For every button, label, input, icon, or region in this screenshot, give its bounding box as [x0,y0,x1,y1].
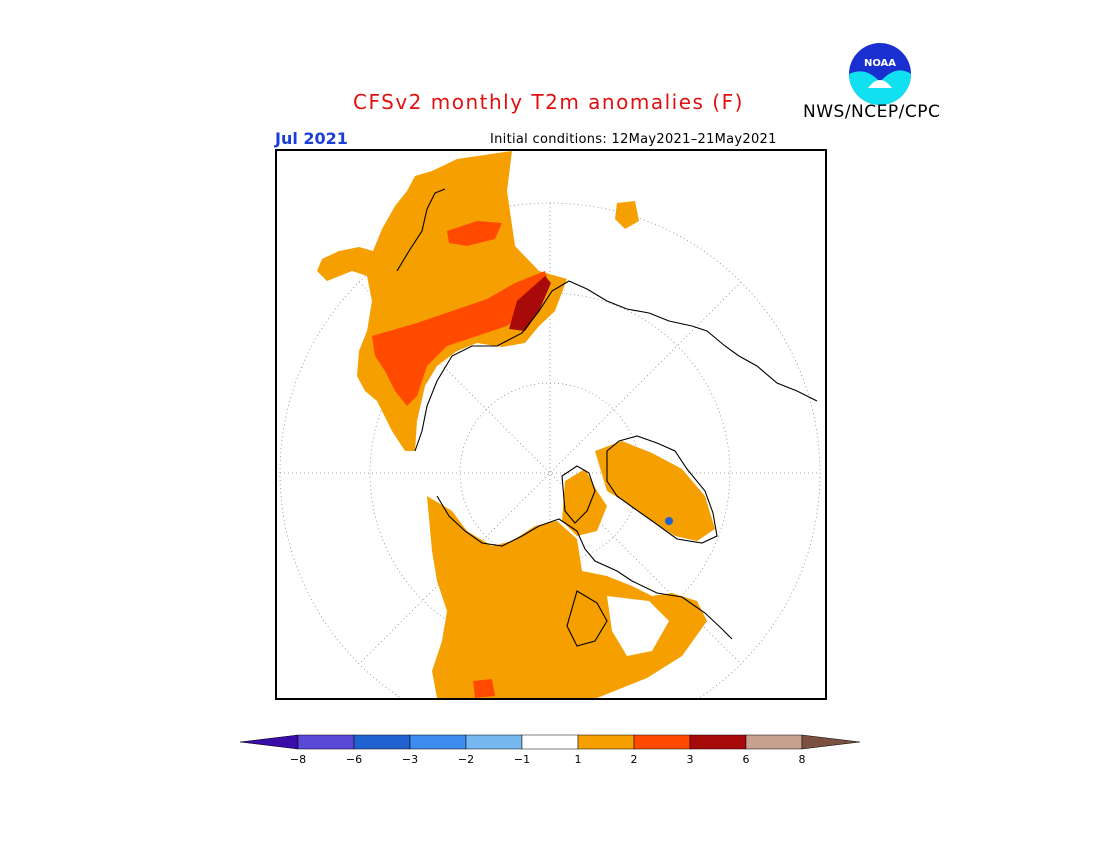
valid-month: Jul 2021 [275,129,348,148]
logo-text: NOAA [864,58,896,69]
colorbar-tick-label: −3 [401,753,419,766]
polar-map [279,151,821,698]
colorbar-tick-label: −2 [457,753,475,766]
colorbar-tick-label: 2 [630,753,638,766]
chart-title: CFSv2 monthly T2m anomalies (F) [353,90,744,114]
colorbar-tick-label: 1 [574,753,582,766]
colorbar-tick-label: −8 [289,753,307,766]
cold-spot-europe [665,517,673,525]
anomaly-canada-strong [473,679,495,698]
anomaly-scandinavia [595,441,715,541]
colorbar-segment [297,734,355,750]
colorbar-tick-label: −6 [345,753,363,766]
anomaly-pacific-patch [447,221,502,246]
initial-conditions: Initial conditions: 12May2021–21May2021 [490,132,777,147]
anomaly-siberia-strong [372,271,549,406]
colorbar-segment [577,734,635,750]
colorbar-segment [465,734,523,750]
anomaly-hudson-hole [607,596,669,656]
agency-label: NWS/NCEP/CPC [803,102,941,122]
colorbar-segment [745,734,803,750]
colorbar-tick-label: 8 [798,753,806,766]
anomaly-russia-patch [615,201,639,229]
anomaly-siberia [317,151,567,451]
colorbar-tick-label: 3 [686,753,694,766]
colorbar-segment [409,734,467,750]
map-frame [275,149,827,700]
colorbar-arrow-high [801,734,860,750]
color-bar [240,734,860,750]
coastlines [396,188,818,647]
colorbar-tick-label: 6 [742,753,750,766]
colorbar-segment [353,734,411,750]
anomaly-siberia-coast [509,276,551,331]
colorbar-segment [633,734,691,750]
colorbar-segment [689,734,747,750]
anomaly-greenland [562,469,607,536]
noaa-logo: NOAA [849,43,911,105]
colorbar-segment [521,734,579,750]
colorbar-arrow-low [240,734,299,750]
colorbar-tick-label: −1 [513,753,531,766]
